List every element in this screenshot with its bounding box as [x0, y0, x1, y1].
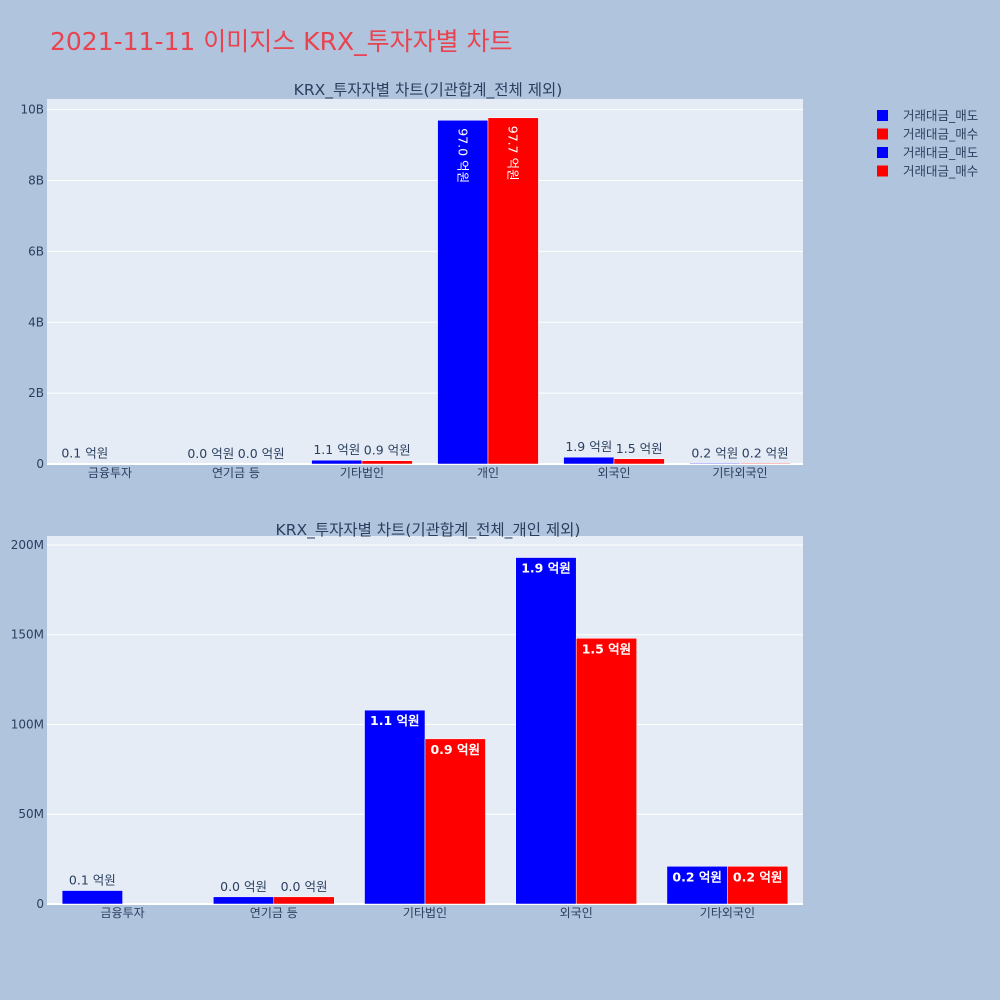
y-tick-label: 10B: [20, 103, 44, 117]
x-tick-label: 연기금 등: [212, 466, 260, 480]
x-tick-label: 외국인: [560, 906, 593, 920]
data-label: 1.9 억원: [565, 439, 612, 454]
bar: [689, 463, 741, 465]
x-tick-label: 기타외국인: [700, 906, 755, 920]
data-label: 97.7 억원: [506, 126, 521, 181]
data-label: 1.5 억원: [616, 441, 663, 456]
plot-area: [47, 99, 803, 464]
data-label: 0.1 억원: [69, 873, 116, 888]
bar: [364, 709, 426, 905]
x-tick-label: 개인: [477, 466, 499, 480]
legend-item: 거래대금_매수: [903, 164, 978, 179]
x-tick-label: 기타법인: [403, 906, 447, 920]
bar: [213, 896, 275, 905]
data-label: 0.2 억원: [733, 869, 783, 884]
legend-item: 거래대금_매수: [903, 127, 978, 142]
x-tick-label: 외국인: [597, 466, 630, 480]
data-label: 0.2 억원: [691, 445, 738, 460]
x-tick-label: 금융투자: [101, 906, 145, 920]
legend-item: 거래대금_매도: [903, 108, 978, 123]
bar: [311, 459, 363, 465]
y-tick-label: 4B: [28, 315, 44, 329]
data-label: 0.9 억원: [364, 443, 411, 458]
data-label: 0.0 억원: [281, 879, 328, 894]
y-tick-label: 50M: [18, 807, 44, 821]
data-label: 0.2 억원: [672, 869, 722, 884]
bar: [666, 866, 728, 905]
legend-swatch: [877, 128, 888, 140]
y-tick-label: 2B: [28, 386, 44, 400]
y-tick-label: 100M: [11, 717, 44, 731]
data-label: 1.5 억원: [582, 641, 632, 656]
y-tick-label: 200M: [11, 538, 44, 552]
bar: [273, 896, 335, 905]
legend-swatch: [877, 110, 888, 121]
data-label: 1.1 억원: [313, 442, 360, 457]
x-tick-label: 연기금 등: [250, 906, 298, 920]
data-label: 97.0 억원: [455, 128, 470, 183]
bar: [361, 460, 413, 465]
legend-swatch: [877, 165, 888, 177]
data-label: 0.0 억원: [220, 879, 267, 894]
legend-item: 거래대금_매도: [903, 145, 978, 160]
data-label: 1.9 억원: [521, 561, 571, 576]
bar: [61, 890, 123, 905]
page-title: 2021-11-11 이미지스 KRX_투자자별 차트: [50, 27, 513, 56]
y-tick-label: 0: [36, 457, 44, 471]
chart-title: KRX_투자자별 차트(기관합계_전체 제외): [294, 81, 563, 100]
x-tick-label: 기타법인: [340, 466, 384, 480]
bar: [515, 557, 577, 905]
bar: [563, 456, 615, 465]
data-label: 0.0 억원: [187, 446, 234, 461]
data-label: 0.9 억원: [430, 742, 480, 757]
bar: [739, 463, 791, 465]
data-label: 0.0 억원: [238, 446, 285, 461]
x-tick-label: 기타외국인: [712, 466, 767, 480]
y-tick-label: 8B: [28, 174, 44, 188]
bar: [613, 458, 665, 465]
chart-top: 0 2B 4B 6B 8B 10B KRX_투자자별 차트(기관합계_전체 제외) 금융투자 0…: [20, 81, 803, 480]
bar: [487, 117, 539, 465]
y-tick-label: 6B: [28, 244, 44, 258]
data-label: 1.1 억원: [370, 713, 420, 728]
data-label: 0.1 억원: [61, 446, 108, 461]
data-label: 0.2 억원: [742, 445, 789, 460]
y-tick-label: 150M: [11, 628, 44, 642]
legend-swatch: [877, 147, 888, 158]
chart-title: KRX_투자자별 차트(기관합계_전체_개인 제외): [276, 521, 581, 540]
bar: [424, 738, 486, 905]
x-tick-label: 금융투자: [88, 466, 132, 480]
bar: [727, 866, 789, 905]
bar: [575, 638, 637, 905]
chart-bottom: 0 50M 100M 150M 200M KRX_투자자별 차트(기관합계_전체_개인 제…: [11, 521, 803, 920]
y-tick-label: 0: [36, 897, 44, 911]
